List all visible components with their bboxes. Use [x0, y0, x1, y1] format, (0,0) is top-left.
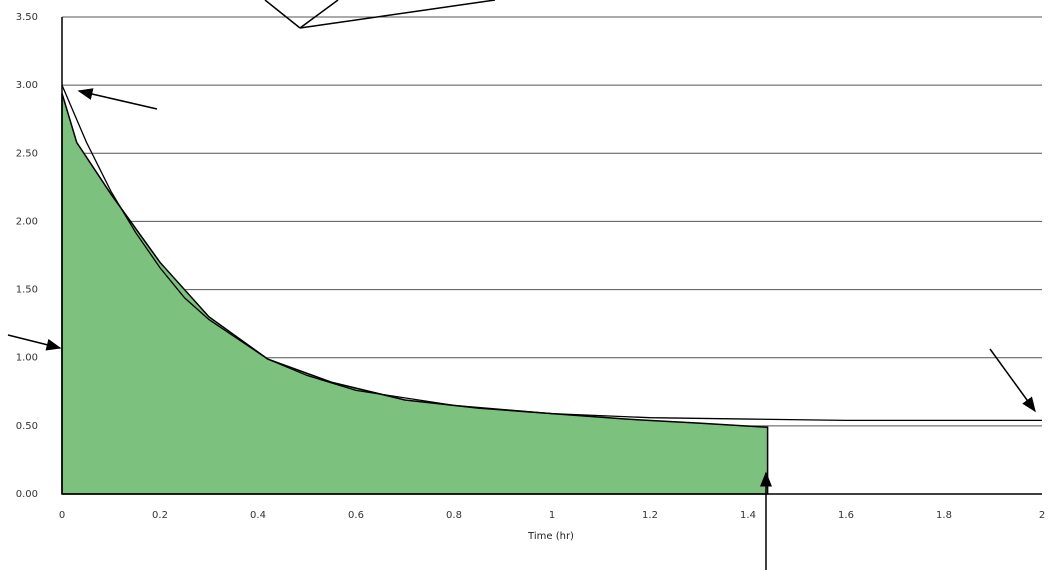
y-tick-label: 1.50 — [16, 285, 38, 296]
y-tick-label: 0.50 — [16, 421, 38, 432]
y-tick-labels: 0.00 0.50 1.00 1.50 2.00 2.50 3.00 3.50 — [16, 12, 38, 500]
annotation-line-top-left — [264, 0, 301, 29]
x-tick-label: 1.4 — [740, 510, 756, 521]
x-tick-label: 1.8 — [936, 510, 952, 521]
y-tick-label: 0.00 — [16, 489, 38, 500]
shaded-area-series — [61, 93, 769, 495]
y-tick-label: 3.50 — [16, 12, 38, 23]
arrow-initial-point — [77, 88, 158, 110]
x-tick-label: 0.8 — [446, 510, 462, 521]
y-tick-label: 1.00 — [16, 353, 38, 364]
x-tick-label: 0 — [59, 510, 65, 521]
y-tick-label: 2.50 — [16, 148, 38, 159]
curve-series — [61, 84, 1042, 422]
shaded-area — [61, 93, 769, 495]
axes — [61, 17, 1042, 495]
annotation-line-top-right — [299, 0, 496, 29]
annotation-arrows — [7, 0, 1036, 570]
arrow-asymptote — [989, 348, 1036, 413]
x-tick-label: 0.4 — [250, 510, 266, 521]
x-tick-label: 0.2 — [152, 510, 168, 521]
x-tick-label: 0.6 — [348, 510, 364, 521]
curve-line — [61, 84, 1042, 422]
y-tick-label: 2.00 — [16, 216, 38, 227]
arrow-y-axis — [7, 334, 62, 351]
x-tick-label: 2 — [1039, 510, 1045, 521]
y-tick-label: 3.00 — [16, 80, 38, 91]
x-tick-label: 1.6 — [838, 510, 854, 521]
x-tick-labels: 0 0.2 0.4 0.6 0.8 1 1.2 1.4 1.6 1.8 2 — [59, 510, 1045, 521]
annotation-line-top-mid — [299, 0, 339, 29]
x-tick-label: 1 — [549, 510, 555, 521]
x-axis-label: Time (hr) — [527, 531, 574, 542]
x-tick-label: 1.2 — [642, 510, 658, 521]
